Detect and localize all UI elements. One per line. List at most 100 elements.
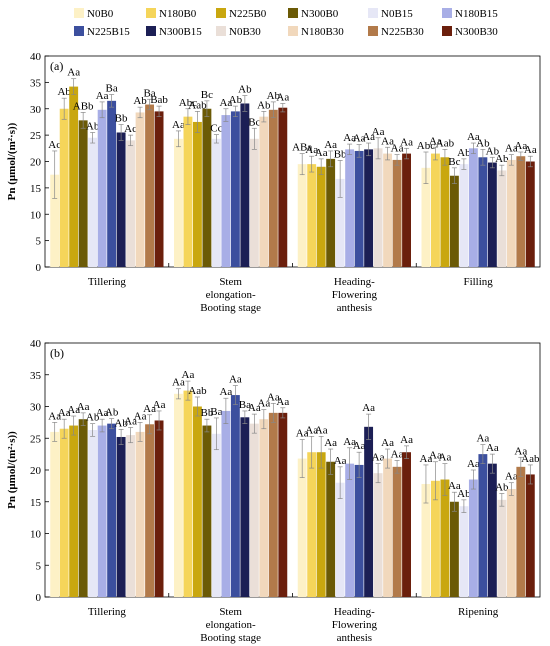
bar (430, 153, 440, 267)
bar (174, 393, 183, 597)
bar (116, 436, 126, 597)
bar (69, 86, 79, 267)
significance-label: Ab (457, 147, 471, 159)
bar (268, 109, 278, 268)
significance-label: Aa (143, 403, 156, 415)
bar (364, 149, 374, 267)
bar (126, 140, 136, 267)
significance-label: Aa (296, 428, 309, 440)
significance-label: Aa (257, 398, 270, 410)
legend-label: N300B0 (301, 8, 339, 20)
legend-label: N0B30 (229, 26, 261, 38)
panel-label: (b) (50, 346, 64, 360)
bar (145, 104, 155, 267)
significance-label: Aa (362, 131, 375, 143)
y-tick-label: 35 (30, 370, 42, 382)
significance-label: Aa (67, 404, 80, 416)
bar (402, 153, 411, 267)
significance-label: Ab (267, 90, 281, 102)
legend-label: N0B15 (381, 8, 413, 20)
bar (326, 158, 336, 267)
legend-swatch (74, 26, 84, 36)
significance-label: Aa (486, 442, 499, 454)
significance-label: Aa (381, 135, 394, 147)
category-label: Heading- (334, 606, 375, 618)
legend-label: N300B15 (159, 26, 202, 38)
significance-label: Aa (124, 415, 137, 427)
significance-label: Aa (420, 453, 433, 465)
bar (468, 479, 478, 597)
legend-swatch (288, 8, 298, 18)
category-label: Flowering (332, 289, 378, 301)
category-label: Heading- (334, 276, 375, 288)
significance-label: Aa (429, 450, 442, 462)
legend-item: N0B30 (216, 26, 261, 38)
significance-label: Bab (150, 94, 168, 106)
significance-label: Aa (305, 424, 318, 436)
y-tick-label: 40 (30, 51, 42, 63)
significance-label: Ba (143, 87, 155, 99)
panel-label: (a) (50, 59, 63, 73)
significance-label: Aa (381, 437, 394, 449)
bar (268, 412, 278, 597)
legend-swatch (216, 8, 226, 18)
significance-label: Aa (267, 391, 280, 403)
significance-label: Aa (134, 410, 147, 422)
bar (459, 506, 469, 597)
y-tick-label: 25 (30, 433, 42, 445)
significance-label: Aa (429, 135, 442, 147)
significance-label: Aa (514, 445, 527, 457)
y-tick-label: 40 (30, 338, 42, 350)
legend-label: N0B0 (87, 8, 114, 20)
significance-label: Aa (467, 131, 480, 143)
significance-label: Ab (114, 417, 128, 429)
bar (335, 482, 345, 597)
legend-label: N180B0 (159, 8, 197, 20)
bar (249, 423, 259, 597)
category-label: Filling (463, 276, 493, 288)
bar (50, 174, 60, 267)
legend-swatch (442, 8, 452, 18)
y-tick-label: 10 (30, 209, 42, 221)
legend-label: N225B30 (381, 26, 424, 38)
legend-item: N300B30 (442, 26, 498, 38)
significance-label: Aa (77, 401, 90, 413)
y-tick-label: 30 (30, 104, 42, 116)
legend-swatch (74, 8, 84, 18)
significance-label: Ab (133, 95, 147, 107)
significance-label: Aa (153, 399, 166, 411)
significance-label: Aa (229, 374, 242, 386)
significance-label: Ab (495, 153, 509, 165)
bar (525, 161, 535, 267)
bar (297, 458, 307, 597)
significance-label: Aa (372, 452, 385, 464)
legend-item: N225B15 (74, 26, 130, 38)
legend-swatch (146, 26, 156, 36)
category-label: Flowering (332, 619, 378, 631)
significance-label: Aab (188, 385, 207, 397)
significance-label: Aa (48, 410, 61, 422)
legend-label: N225B15 (87, 26, 130, 38)
significance-label: Aa (448, 480, 461, 492)
bar (154, 111, 164, 267)
legend-item: N180B0 (146, 8, 197, 20)
significance-label: Aa (58, 407, 71, 419)
legend-item: N225B0 (216, 8, 267, 20)
significance-label: Aa (505, 471, 518, 483)
bar (192, 406, 202, 597)
y-tick-label: 15 (30, 183, 42, 195)
bar (430, 480, 440, 597)
significance-label: Ac (124, 123, 137, 135)
bar (135, 112, 145, 267)
bar (421, 167, 431, 267)
bar (516, 466, 526, 597)
significance-label: Ab (86, 412, 100, 424)
legend-item: N300B15 (146, 26, 202, 38)
y-tick-label: 10 (30, 529, 42, 541)
legend-item: N0B0 (74, 8, 114, 20)
significance-label: Ab (495, 481, 509, 493)
significance-label: Aa (362, 402, 375, 414)
y-tick-label: 30 (30, 402, 42, 414)
significance-label: Ab (457, 488, 471, 500)
